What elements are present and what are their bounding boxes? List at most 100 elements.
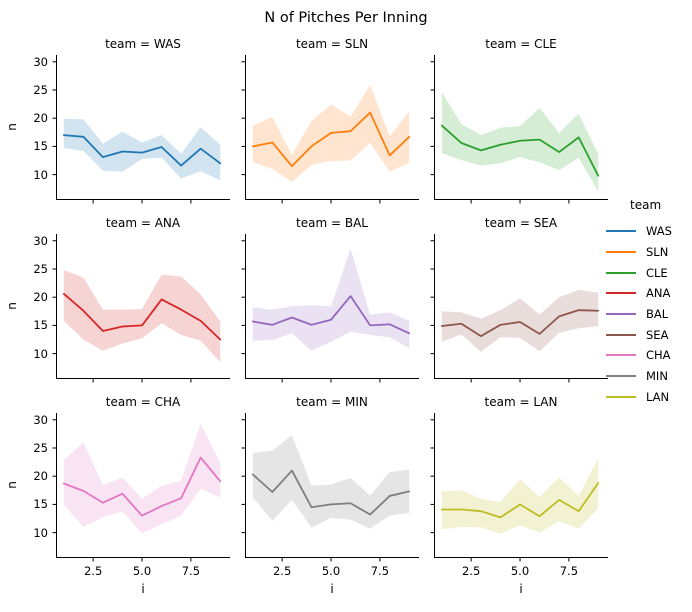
facet-title: team = WAS (105, 37, 181, 51)
plot-area (430, 413, 608, 562)
legend-line-swatch (606, 271, 636, 274)
x-tick-label: 7.5 (559, 564, 579, 578)
legend-item-ana: ANA (606, 283, 672, 304)
facet-title: team = MIN (296, 395, 368, 409)
legend-line-swatch (606, 333, 636, 336)
x-tick-label: 5.0 (132, 564, 152, 578)
mean-line (62, 456, 222, 517)
x-tick-label: 5.0 (321, 564, 341, 578)
legend-item-cha: CHA (606, 345, 672, 366)
facet-title: team = ANA (105, 216, 181, 230)
figure-title: N of Pitches Per Inning (264, 10, 428, 26)
legend-line-swatch (606, 230, 636, 233)
facet-plot-sea: team = SEA (430, 216, 608, 383)
legend-line-swatch (606, 251, 636, 254)
facet-plot-cha: team = CHA 10 15 20 25 30 n 2.5 5.0 7.5 i (5, 395, 230, 596)
legend-label: CLE (646, 265, 668, 280)
plot-area (430, 55, 608, 204)
x-axis-label: i (141, 582, 145, 596)
y-tick-label: 10 (33, 167, 48, 182)
y-tick-label: 25 (33, 261, 48, 276)
confidence-band (441, 289, 599, 352)
legend-item-cle: CLE (606, 262, 672, 283)
facet-plot-bal: team = BAL (241, 216, 419, 383)
facet-title: team = BAL (296, 216, 368, 230)
plot-area (241, 234, 419, 383)
plot-area (52, 413, 230, 562)
mean-line (440, 309, 600, 338)
legend-items: WAS SLN CLE ANA BAL SEA (606, 221, 672, 407)
legend-line-swatch (606, 395, 636, 398)
facet-plot-ana: team = ANA 10 15 20 25 30 n (5, 216, 230, 383)
confidence-band (63, 423, 221, 534)
legend-title: team (630, 198, 662, 212)
y-tick-label: 20 (33, 290, 48, 305)
y-tick-label: 20 (33, 111, 48, 126)
confidence-band (441, 92, 599, 192)
legend-label: BAL (646, 307, 669, 322)
legend-item-min: MIN (606, 366, 672, 387)
facet-plot-sln: team = SLN (241, 37, 419, 204)
facet-title: team = SEA (484, 216, 558, 230)
y-tick-label: 15 (33, 139, 48, 154)
mean-line (251, 469, 411, 516)
facet-plot-lan: team = LAN 2.5 5.0 7.5 i (430, 395, 608, 596)
y-tick-label: 30 (33, 54, 48, 69)
facet-title: team = CLE (485, 37, 557, 51)
y-tick-label: 15 (33, 497, 48, 512)
legend-label: MIN (646, 369, 668, 384)
y-tick-label: 20 (33, 469, 48, 484)
y-axis-label: n (4, 480, 19, 489)
confidence-band (63, 118, 221, 181)
legend-label: LAN (646, 389, 670, 404)
confidence-band (441, 458, 599, 534)
legend-item-sea: SEA (606, 324, 672, 345)
facet-plot-cle: team = CLE (430, 37, 608, 204)
legend-line-swatch (606, 292, 636, 295)
mean-line (440, 482, 600, 519)
y-tick-label: 15 (33, 318, 48, 333)
plot-area (241, 55, 419, 204)
legend: team WAS SLN CLE ANA BAL (606, 198, 672, 407)
legend-item-lan: LAN (606, 387, 672, 408)
mean-line (62, 292, 222, 341)
y-tick-label: 30 (33, 412, 48, 427)
x-tick-label: 2.5 (272, 564, 292, 578)
y-axis-label: n (4, 301, 19, 310)
plot-area (241, 413, 419, 562)
plot-area (430, 234, 608, 383)
legend-label: ANA (646, 286, 671, 301)
legend-label: SEA (646, 327, 669, 342)
confidence-band (252, 248, 410, 351)
confidence-band (252, 435, 410, 529)
mean-line (251, 295, 411, 335)
legend-label: CHA (646, 348, 671, 363)
y-axis-label: n (4, 122, 19, 131)
x-tick-label: 2.5 (461, 564, 481, 578)
x-tick-label: 2.5 (83, 564, 103, 578)
facet-title: team = CHA (105, 395, 181, 409)
y-tick-label: 10 (33, 525, 48, 540)
x-axis-label: i (519, 582, 523, 596)
x-tick-label: 7.5 (181, 564, 201, 578)
plot-area (52, 55, 230, 204)
facet-plot-min: team = MIN 2.5 5.0 7.5 i (241, 395, 419, 596)
mean-line (62, 134, 222, 167)
legend-item-was: WAS (606, 221, 672, 242)
y-tick-label: 30 (33, 233, 48, 248)
mean-line (440, 124, 600, 177)
facet-plot-was: team = WAS 10 15 20 25 30 n (5, 37, 230, 204)
legend-label: SLN (646, 245, 669, 260)
plot-area (52, 234, 230, 383)
legend-line-swatch (606, 313, 636, 316)
facet-title: team = SLN (295, 37, 369, 51)
mean-line (251, 111, 411, 168)
legend-line-swatch (606, 375, 636, 378)
y-tick-label: 10 (33, 346, 48, 361)
facet-title: team = LAN (484, 395, 558, 409)
legend-line-swatch (606, 354, 636, 357)
x-tick-label: 5.0 (510, 564, 530, 578)
legend-label: WAS (646, 224, 672, 239)
x-tick-label: 7.5 (370, 564, 390, 578)
